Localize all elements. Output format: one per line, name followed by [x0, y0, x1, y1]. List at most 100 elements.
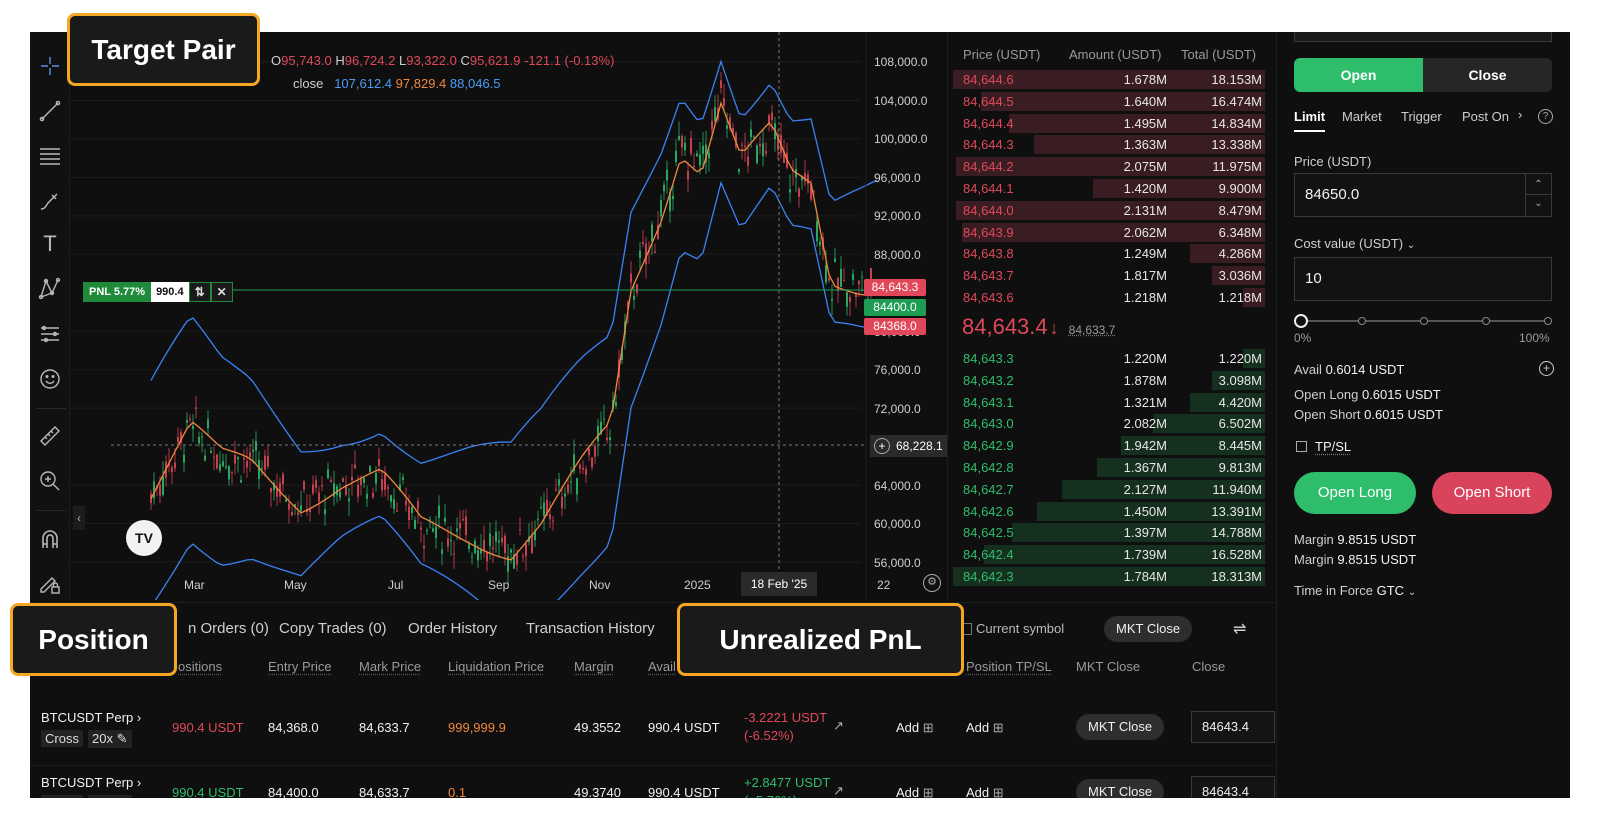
bb-source: close — [293, 76, 324, 91]
add-margin-button[interactable]: Add ⊞ — [896, 785, 934, 798]
ask-row[interactable]: 84,644.0 2.131M 8.479M — [953, 200, 1265, 221]
tab-copy-trades[interactable]: Copy Trades (0) — [279, 620, 387, 637]
slider-thumb[interactable] — [1294, 314, 1308, 328]
leverage-badge[interactable]: 20x ✎ — [88, 795, 132, 798]
position-symbol[interactable]: BTCUSDT Perp › — [41, 710, 141, 725]
slider-stop[interactable] — [1482, 317, 1490, 325]
time-in-force[interactable]: Time in Force GTC ⌄ — [1294, 583, 1416, 598]
bid-row[interactable]: 84,643.1 1.321M 4.420M — [953, 392, 1265, 413]
margin-mode-badge[interactable]: Cross — [41, 795, 83, 798]
ask-row[interactable]: 84,643.7 1.817M 3.036M — [953, 265, 1265, 286]
forecast-icon[interactable] — [38, 322, 62, 346]
cost-value-label[interactable]: Cost value (USDT) ⌄ — [1294, 236, 1415, 251]
open-close-toggle[interactable]: Open Close — [1294, 58, 1552, 92]
ask-total: 6.348M — [1218, 224, 1262, 240]
ask-row[interactable]: 84,643.8 1.249M 4.286M — [953, 243, 1265, 264]
ruler-icon[interactable] — [38, 424, 62, 448]
add-margin-button[interactable]: Add ⊞ — [896, 720, 934, 736]
chart-canvas[interactable] — [71, 32, 945, 600]
crosshair-icon[interactable] — [38, 54, 62, 78]
ask-row[interactable]: 84,643.9 2.062M 6.348M — [953, 222, 1265, 243]
lock-drawing-icon[interactable] — [38, 572, 62, 596]
help-icon[interactable]: ? — [1538, 109, 1553, 124]
tab-transaction-history[interactable]: Transaction History — [526, 620, 655, 637]
close-price-input[interactable]: 84643.4 — [1191, 711, 1275, 743]
current-symbol-filter[interactable]: Current symbol — [962, 621, 1064, 636]
slider-stop[interactable] — [1358, 317, 1366, 325]
ask-row[interactable]: 84,644.3 1.363M 13.338M — [953, 134, 1265, 155]
text-tool-icon[interactable]: T — [43, 231, 57, 256]
fib-lines-icon[interactable] — [38, 144, 62, 168]
price-input[interactable]: 84650.0 — [1294, 173, 1552, 217]
ask-row[interactable]: 84,644.2 2.075M 11.975M — [953, 156, 1265, 177]
position-pnl-badge[interactable]: PNL 5.77% 990.4 ⇅ ✕ — [83, 282, 233, 302]
order-type-market[interactable]: Market — [1342, 109, 1382, 124]
bid-row[interactable]: 84,642.9 1.942M 8.445M — [953, 435, 1265, 456]
slider-stop[interactable] — [1544, 317, 1552, 325]
add-alert-icon[interactable]: + — [874, 438, 890, 454]
open-short-button[interactable]: Open Short — [1432, 472, 1552, 514]
bid-row[interactable]: 84,642.3 1.784M 18.313M — [953, 566, 1265, 587]
add-funds-icon[interactable]: + — [1539, 361, 1554, 376]
tpsl-checkbox[interactable] — [1296, 441, 1307, 452]
open-tab[interactable]: Open — [1294, 58, 1423, 92]
mkt-close-button[interactable]: MKT Close — [1076, 779, 1165, 798]
bid-row[interactable]: 84,643.0 2.082M 6.502M — [953, 413, 1265, 434]
trend-line-icon[interactable] — [38, 99, 62, 123]
more-types-icon[interactable]: › — [1518, 107, 1523, 122]
brush-icon[interactable] — [38, 189, 62, 213]
bid-row[interactable]: 84,642.5 1.397M 14.788M — [953, 522, 1265, 543]
price-stepper[interactable]: ⌃ ⌄ — [1525, 174, 1551, 216]
position-symbol[interactable]: BTCUSDT Perp › — [41, 775, 141, 790]
ask-total: 13.338M — [1211, 137, 1262, 153]
candle-body — [603, 418, 605, 420]
bid-row[interactable]: 84,642.7 2.127M 11.940M — [953, 479, 1265, 500]
cost-value-input[interactable]: 10 — [1294, 257, 1552, 301]
collapse-toolbar-icon[interactable]: ‹ — [73, 506, 85, 530]
ask-row[interactable]: 84,644.6 1.678M 18.153M — [953, 69, 1265, 90]
candle-body — [840, 268, 842, 288]
increment-icon[interactable]: ⌃ — [1526, 174, 1551, 195]
tpsl-label[interactable]: TP/SL — [1315, 439, 1352, 454]
tab-order-history[interactable]: Order History — [408, 620, 498, 637]
slider-stop[interactable] — [1420, 317, 1428, 325]
size-slider[interactable] — [1294, 314, 1552, 328]
add-tpsl-button[interactable]: Add ⊞ — [966, 785, 1004, 798]
order-type-trigger[interactable]: Trigger — [1401, 109, 1442, 124]
decrement-icon[interactable]: ⌄ — [1534, 198, 1543, 209]
share-icon[interactable]: ↗ — [833, 718, 844, 733]
candle-body — [384, 473, 386, 490]
add-tpsl-button[interactable]: Add ⊞ — [966, 720, 1004, 736]
ask-row[interactable]: 84,644.4 1.495M 14.834M — [953, 113, 1265, 134]
chart-settings-icon[interactable]: ⚙ — [923, 574, 941, 592]
close-tab[interactable]: Close — [1468, 67, 1507, 83]
bid-row[interactable]: 84,643.2 1.878M 3.098M — [953, 370, 1265, 391]
order-type-limit[interactable]: Limit — [1294, 109, 1326, 132]
ask-row[interactable]: 84,644.1 1.420M 9.900M — [953, 178, 1265, 199]
share-icon[interactable]: ↗ — [833, 783, 844, 798]
ask-row[interactable]: 84,643.6 1.218M 1.218M — [953, 287, 1265, 308]
col-positions[interactable]: ositions — [178, 659, 223, 674]
price-chart[interactable]: O95,743.0 H96,724.2 L93,322.0 C95,621.9 … — [71, 32, 960, 600]
candle-body — [336, 486, 338, 496]
open-long-button[interactable]: Open Long — [1294, 472, 1416, 514]
close-position-icon[interactable]: ✕ — [210, 282, 233, 302]
panel-settings-icon[interactable]: ⇌ — [1233, 621, 1247, 638]
mkt-close-all-button[interactable]: MKT Close — [1104, 616, 1193, 642]
margin-mode-badge[interactable]: Cross — [41, 730, 83, 747]
bid-row[interactable]: 84,643.3 1.220M 1.220M — [953, 348, 1265, 369]
bid-row[interactable]: 84,642.4 1.739M 16.528M — [953, 544, 1265, 565]
close-price-input[interactable]: 84643.4 — [1191, 776, 1275, 798]
pattern-icon[interactable] — [38, 277, 62, 301]
emoji-icon[interactable] — [38, 367, 62, 391]
bid-row[interactable]: 84,642.6 1.450M 13.391M — [953, 501, 1265, 522]
magnet-icon[interactable] — [38, 528, 62, 552]
tab-open-orders[interactable]: n Orders (0) — [188, 620, 269, 637]
mkt-close-button[interactable]: MKT Close — [1076, 714, 1165, 740]
ask-row[interactable]: 84,644.5 1.640M 16.474M — [953, 91, 1265, 112]
bid-row[interactable]: 84,642.8 1.367M 9.813M — [953, 457, 1265, 478]
leverage-badge[interactable]: 20x ✎ — [88, 730, 132, 748]
order-type-post-only[interactable]: Post On — [1462, 109, 1509, 124]
reverse-position-icon[interactable]: ⇅ — [188, 282, 211, 302]
zoom-in-icon[interactable] — [38, 469, 62, 493]
